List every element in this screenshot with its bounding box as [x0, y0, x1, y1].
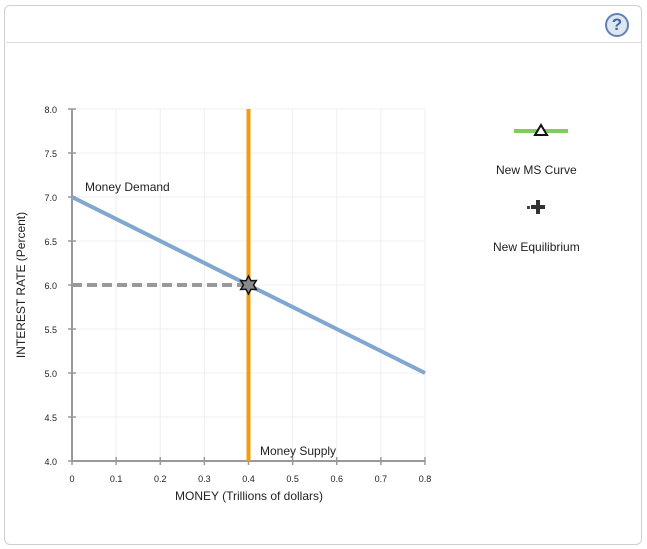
equilibrium-star-icon[interactable]	[239, 274, 258, 296]
legend-new-ms-curve[interactable]	[514, 123, 568, 136]
legend-label-new-ms-curve: New MS Curve	[496, 163, 577, 177]
question-mark-icon: ?	[611, 15, 623, 34]
y-tick-label: 5.5	[44, 325, 57, 335]
y-tick-label: 5.0	[44, 369, 57, 379]
axes: 4.0 4.5 5.0 5.5 6.0 6.5 7.0 7.5 8.0 0 0.1 0.2 0.3 0.4…	[44, 105, 431, 484]
x-tick-label: 0.4	[242, 474, 255, 484]
x-tick-label: 0.3	[198, 474, 211, 484]
y-tick-label: 7.0	[44, 193, 57, 203]
plus-marker-icon	[531, 200, 545, 214]
x-tick-label: 0.8	[419, 474, 432, 484]
header-divider	[6, 42, 642, 43]
legend-new-equilibrium[interactable]	[527, 200, 545, 214]
x-tick-label: 0.5	[286, 474, 299, 484]
y-tick-label: 4.0	[44, 457, 57, 467]
money-supply-label: Money Supply	[260, 444, 336, 458]
money-demand-label: Money Demand	[85, 180, 170, 194]
y-tick-label: 4.5	[44, 413, 57, 423]
y-tick-label: 6.0	[44, 281, 57, 291]
x-tick-label: 0	[69, 474, 74, 484]
x-tick-label: 0.2	[154, 474, 167, 484]
graph-panel	[4, 5, 642, 545]
x-tick-label: 0.1	[110, 474, 123, 484]
chart-series[interactable]	[71, 109, 426, 461]
triangle-icon	[533, 123, 549, 136]
dot-icon	[527, 206, 530, 209]
y-tick-label: 6.5	[44, 237, 57, 247]
x-tick-label: 0.7	[375, 474, 388, 484]
x-axis-title: MONEY (Trillions of dollars)	[175, 489, 323, 503]
x-tick-label: 0.6	[330, 474, 343, 484]
legend-label-new-equilibrium: New Equilibrium	[493, 240, 580, 254]
y-tick-label: 8.0	[44, 105, 57, 115]
y-tick-label: 7.5	[44, 149, 57, 159]
y-axis-title: INTEREST RATE (Percent)	[14, 212, 28, 358]
help-button[interactable]: ?	[605, 13, 629, 37]
